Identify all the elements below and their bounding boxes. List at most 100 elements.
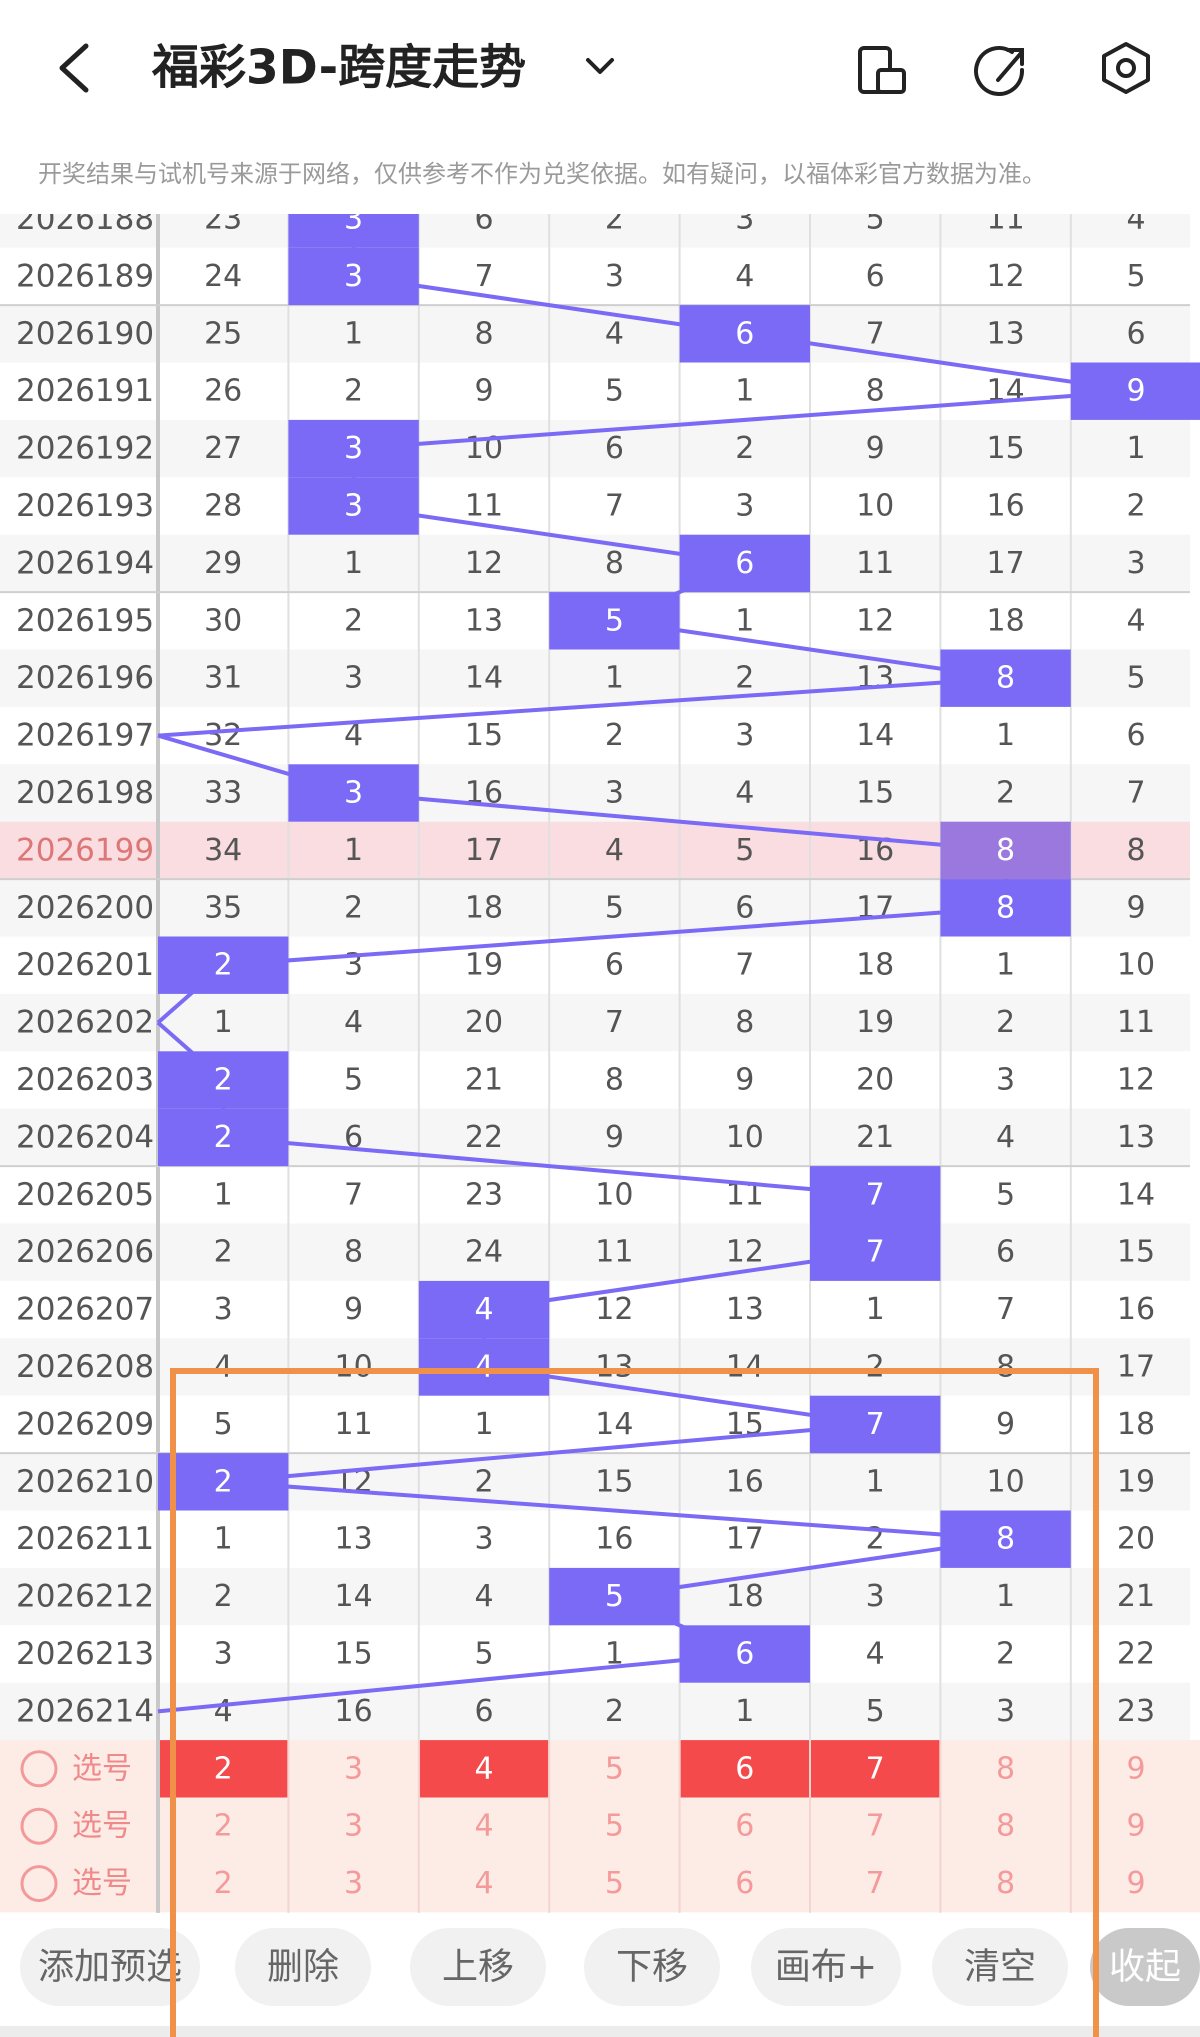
omission-value: 6 xyxy=(605,948,624,983)
hit-cell xyxy=(288,477,419,535)
omission-value: 7 xyxy=(605,1005,624,1040)
select-radio[interactable] xyxy=(20,1865,58,1903)
period: 2026188 xyxy=(16,201,154,237)
omission-value: 1 xyxy=(866,1292,885,1327)
action-button[interactable]: 删除 xyxy=(235,1928,371,2006)
title-dropdown[interactable] xyxy=(586,58,614,74)
omission-value: 5 xyxy=(735,833,754,868)
number: 5 xyxy=(605,1866,624,1901)
number: 6 xyxy=(735,1809,754,1844)
omission-value: 3 xyxy=(735,202,754,237)
number: 4 xyxy=(474,1866,493,1901)
number-option[interactable]: 4 xyxy=(419,1740,549,1798)
hit-cell xyxy=(679,1625,810,1683)
omission-value: 3 xyxy=(996,1063,1015,1098)
selection-row-bg xyxy=(0,1797,1200,1855)
number-option[interactable]: 7 xyxy=(811,1740,940,1798)
omission-value: 8 xyxy=(344,1235,363,1270)
omission-value: 11 xyxy=(335,1407,373,1442)
omission-value: 3 xyxy=(1126,546,1145,581)
omission-value: 20 xyxy=(465,1005,503,1040)
period: 2026190 xyxy=(16,316,154,352)
action-button[interactable]: 画布+ xyxy=(751,1928,901,2006)
trend-line xyxy=(614,618,1006,681)
number-option[interactable]: 9 xyxy=(1126,1809,1145,1844)
omission-value: 8 xyxy=(605,546,624,581)
number-option[interactable]: 5 xyxy=(605,1751,624,1786)
hit-value: 2 xyxy=(214,1464,233,1499)
device-icon[interactable] xyxy=(858,46,906,94)
omission-value: 2 xyxy=(605,202,624,237)
number-option[interactable]: 2 xyxy=(214,1809,233,1844)
number-option[interactable]: 3 xyxy=(344,1751,363,1786)
period: 2026189 xyxy=(16,258,154,294)
omission-value: 2 xyxy=(344,890,363,925)
number-option[interactable]: 8 xyxy=(996,1809,1015,1844)
hit-value: 2 xyxy=(214,1120,233,1155)
number-option[interactable]: 5 xyxy=(605,1809,624,1844)
number-option[interactable]: 8 xyxy=(996,1866,1015,1901)
button-label: 上移 xyxy=(442,1947,514,1988)
number-option[interactable]: 3 xyxy=(344,1866,363,1901)
omission-value: 18 xyxy=(987,603,1025,638)
number-option[interactable]: 7 xyxy=(866,1866,885,1901)
hit-cell xyxy=(158,936,289,994)
period: 2026199 xyxy=(16,832,154,868)
period: 2026208 xyxy=(16,1349,154,1385)
button-label: 收起 xyxy=(1109,1947,1181,1988)
omission-value: 10 xyxy=(1117,948,1155,983)
share-icon[interactable] xyxy=(974,46,1025,96)
number-option[interactable]: 9 xyxy=(1126,1751,1145,1786)
omission-value: 16 xyxy=(335,1694,373,1729)
back-button[interactable] xyxy=(59,43,89,93)
omission-value: 13 xyxy=(856,661,894,696)
omission-value: 16 xyxy=(987,489,1025,524)
row-bg xyxy=(0,214,1190,248)
omission-value: 4 xyxy=(214,1350,233,1385)
omission-value: 34 xyxy=(204,833,242,868)
select-radio[interactable] xyxy=(20,1807,58,1845)
row-bg xyxy=(0,993,1190,1052)
action-button[interactable]: 添加预选 xyxy=(20,1928,200,2006)
row-bg xyxy=(0,1223,1190,1281)
number: 9 xyxy=(1126,1866,1145,1901)
omission-value: 7 xyxy=(866,316,885,351)
omission-value: 6 xyxy=(996,1235,1015,1270)
selection-label: 选号 xyxy=(72,1751,132,1786)
number-option[interactable]: 4 xyxy=(474,1809,493,1844)
omission-value: 17 xyxy=(1117,1350,1155,1385)
hit-cell xyxy=(940,879,1071,937)
number-option[interactable]: 9 xyxy=(1126,1866,1145,1901)
omission-value: 2 xyxy=(344,603,363,638)
hit-cell xyxy=(810,1166,941,1224)
selected-cell xyxy=(419,1740,549,1798)
button-bg xyxy=(20,1928,200,2006)
number-option[interactable]: 2 xyxy=(214,1866,233,1901)
number-option[interactable]: 6 xyxy=(735,1809,754,1844)
number-option[interactable]: 2 xyxy=(159,1740,288,1798)
select-radio[interactable] xyxy=(20,1750,58,1788)
number-option[interactable]: 5 xyxy=(605,1866,624,1901)
omission-value: 4 xyxy=(605,833,624,868)
omission-value: 5 xyxy=(866,1694,885,1729)
action-button[interactable]: 上移 xyxy=(410,1928,546,2006)
trend-line xyxy=(353,389,1137,451)
number-option[interactable]: 6 xyxy=(680,1740,809,1798)
number-option[interactable]: 8 xyxy=(996,1751,1015,1786)
action-button[interactable]: 下移 xyxy=(584,1928,720,2006)
number-option[interactable]: 4 xyxy=(474,1866,493,1901)
action-button[interactable]: 清空 xyxy=(932,1928,1068,2006)
period: 2026198 xyxy=(16,775,154,811)
number-option[interactable]: 7 xyxy=(866,1809,885,1844)
omission-value: 1 xyxy=(214,1522,233,1557)
period: 2026200 xyxy=(16,890,154,926)
number-option[interactable]: 6 xyxy=(735,1866,754,1901)
hit-cell xyxy=(940,1510,1071,1568)
button-bg xyxy=(235,1928,371,2006)
number-option[interactable]: 3 xyxy=(344,1809,363,1844)
action-button[interactable]: 收起 xyxy=(1090,1928,1200,2006)
settings-icon[interactable] xyxy=(1102,42,1150,94)
omission-value: 3 xyxy=(605,259,624,294)
period: 2026207 xyxy=(16,1292,154,1328)
omission-value: 1 xyxy=(866,1464,885,1499)
